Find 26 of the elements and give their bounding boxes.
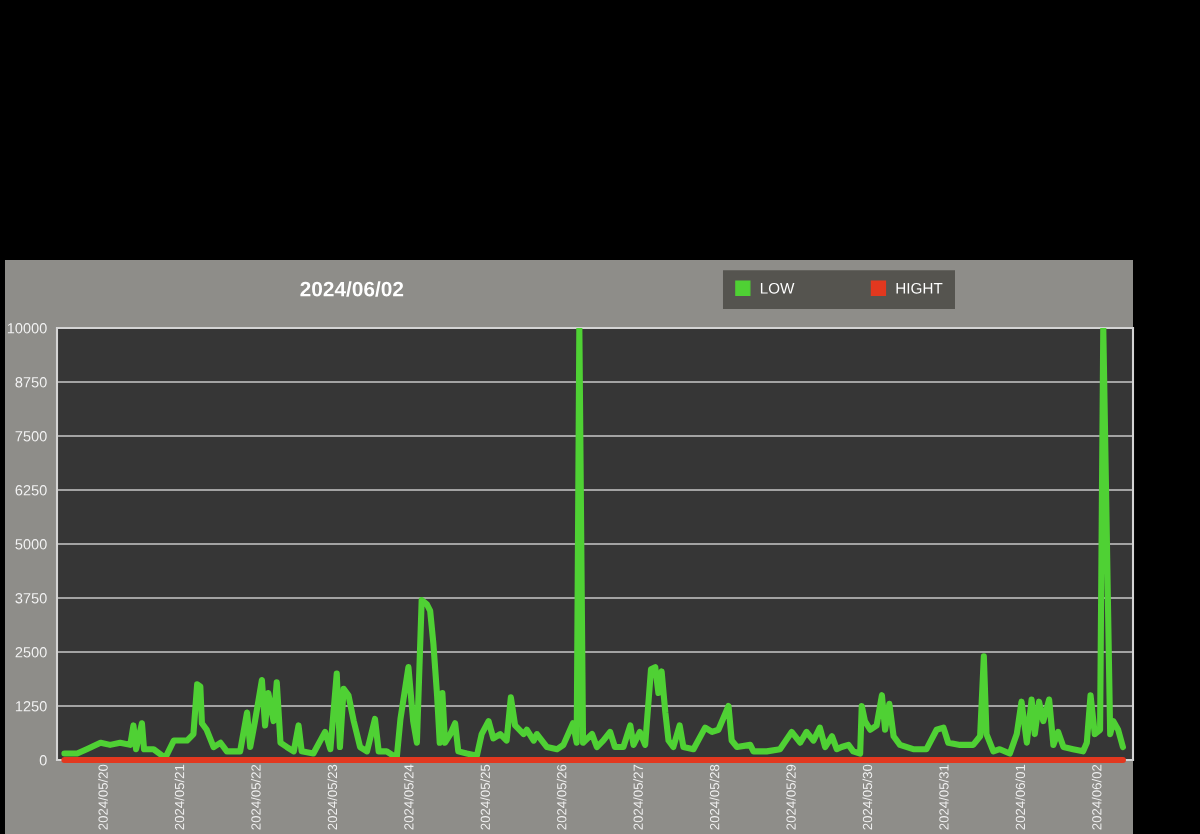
y-tick-label: 7500 bbox=[15, 431, 47, 442]
x-tick-label: 2024/06/01 bbox=[1015, 764, 1026, 830]
x-tick-label: 2024/05/24 bbox=[403, 764, 414, 830]
y-tick-label: 1250 bbox=[15, 701, 47, 712]
chart-title: 2024/06/02 bbox=[300, 281, 404, 297]
legend-label: LOW bbox=[760, 282, 795, 294]
y-tick-label: 3750 bbox=[15, 593, 47, 604]
x-tick-label: 2024/05/22 bbox=[250, 764, 261, 830]
legend-label: HIGHT bbox=[896, 282, 943, 294]
y-tick-label: 10000 bbox=[7, 323, 47, 334]
y-tick-label: 2500 bbox=[15, 647, 47, 658]
x-tick-label: 2024/05/29 bbox=[786, 764, 796, 830]
x-tick-label: 2024/05/21 bbox=[174, 764, 185, 830]
x-tick-label: 2024/05/30 bbox=[862, 764, 873, 830]
x-tick-label: 2024/05/27 bbox=[633, 764, 643, 830]
y-tick-label: 8750 bbox=[15, 377, 47, 388]
x-tick-label: 2024/05/28 bbox=[709, 764, 720, 830]
y-tick-label: 5000 bbox=[15, 539, 47, 550]
y-tick-label: 6250 bbox=[15, 485, 47, 496]
x-tick-label: 2024/06/02 bbox=[1091, 764, 1102, 830]
x-tick-label: 2024/05/20 bbox=[98, 764, 108, 830]
x-tick-label: 2024/05/23 bbox=[327, 764, 338, 830]
x-tick-label: 2024/05/25 bbox=[480, 764, 490, 830]
y-tick-label: 0 bbox=[39, 755, 47, 766]
x-tick-label: 2024/05/26 bbox=[556, 764, 567, 830]
x-tick-label: 2024/05/31 bbox=[938, 764, 949, 830]
